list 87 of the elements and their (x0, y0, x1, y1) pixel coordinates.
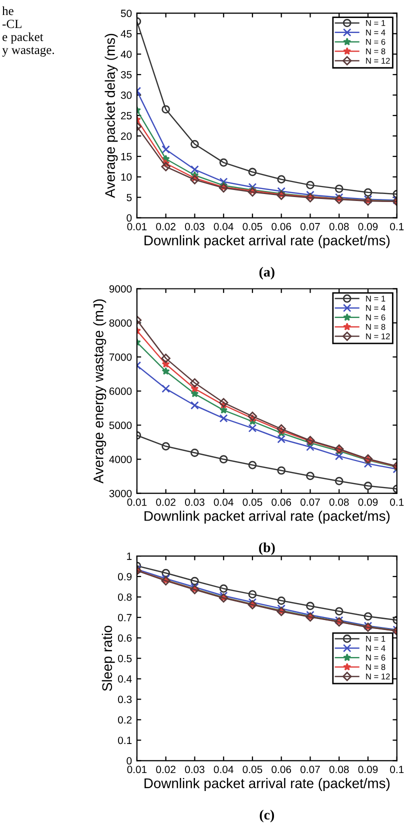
x-tick-label: 0.1 (390, 766, 404, 774)
legend-label: N = 8 (366, 48, 386, 54)
legend-label: N = 4 (366, 30, 386, 36)
y-tick-label: 45 (120, 30, 132, 38)
legend-label: N = 12 (366, 333, 390, 340)
y-tick-label: 20 (121, 132, 132, 140)
text: -CL (2, 20, 22, 28)
x-tick-label: 0.1 (390, 498, 404, 506)
x-tick-label: 0.03 (184, 222, 204, 230)
x-tick-label: 0.08 (329, 498, 349, 506)
legend-label: N = 6 (366, 654, 386, 661)
y-tick-label: 5000 (109, 422, 132, 430)
x-tick-label: 0.04 (214, 222, 234, 230)
x-tick-label: 0.07 (300, 766, 320, 774)
text: (a) (259, 266, 274, 280)
x-tick-label: 0.05 (242, 766, 262, 774)
legend-label: N = 1 (366, 20, 386, 26)
y-tick-label: 0 (126, 757, 132, 765)
legend-label: N = 4 (366, 645, 386, 652)
text: y wastage. (2, 46, 54, 57)
text: (c) (260, 810, 274, 822)
y-axis-title: Average packet delay (ms) (104, 34, 118, 198)
x-tick-label: 0.05 (242, 222, 262, 230)
x-axis-title: Downlink packet arrival rate (packet/ms) (144, 235, 390, 248)
x-tick-label: 0.04 (214, 766, 234, 774)
y-axis-title: Average energy wastage (mJ) (93, 299, 106, 484)
y-tick-label: 50 (120, 10, 132, 18)
x-tick-label: 0.06 (272, 222, 292, 230)
x-axis-title: Downlink packet arrival rate (packet/ms) (144, 778, 390, 791)
legend-label: N = 8 (366, 664, 386, 670)
x-tick-label: 0.09 (358, 222, 378, 230)
y-tick-label: 0.2 (118, 716, 132, 724)
y-tick-label: 0.5 (118, 654, 132, 662)
y-tick-label: 30 (120, 92, 132, 99)
x-tick-label: 0.07 (300, 498, 320, 506)
x-tick-label: 0.06 (272, 498, 292, 506)
y-axis-title: Sleep ratio (102, 626, 115, 691)
y-tick-label: 0.7 (118, 614, 132, 622)
legend-label: N = 12 (366, 58, 390, 64)
y-tick-label: 0.4 (118, 675, 132, 683)
legend-label: N = 4 (366, 305, 386, 311)
y-tick-label: 0.8 (118, 593, 132, 601)
y-tick-label: 4000 (109, 456, 132, 464)
y-tick-label: 9000 (109, 285, 132, 293)
x-tick-label: 0.09 (358, 766, 378, 774)
legend-label: N = 1 (366, 636, 386, 642)
y-tick-label: 0.6 (118, 634, 132, 642)
text: he (2, 6, 14, 16)
y-tick-label: 35 (120, 71, 132, 78)
x-axis-title: Downlink packet arrival rate (packet/ms) (144, 510, 390, 524)
legend-label: N = 1 (366, 296, 386, 302)
x-tick-label: 0.02 (156, 766, 176, 774)
x-tick-label: 0.1 (390, 222, 404, 230)
x-tick-label: 0.08 (329, 222, 349, 230)
y-tick-label: 25 (121, 112, 132, 120)
x-tick-label: 0.08 (329, 766, 349, 774)
legend-label: N = 6 (366, 38, 386, 45)
legend-label: N = 8 (366, 324, 386, 330)
y-tick-label: 10 (121, 173, 132, 181)
legend-label: N = 6 (366, 314, 386, 320)
legend-label: N = 12 (366, 674, 390, 680)
x-tick-label: 0.03 (184, 766, 204, 774)
x-tick-label: 0.04 (214, 498, 234, 506)
x-tick-label: 0.05 (242, 498, 262, 506)
y-tick-label: 8000 (109, 319, 132, 327)
y-tick-label: 0.1 (118, 736, 132, 744)
y-tick-label: 3000 (109, 490, 132, 498)
y-tick-label: 40 (120, 50, 132, 58)
x-tick-label: 0.01 (127, 766, 147, 774)
x-tick-label: 0.01 (127, 222, 147, 230)
x-tick-label: 0.03 (184, 498, 204, 506)
y-tick-label: 5 (126, 194, 132, 202)
text: e packet (2, 32, 44, 44)
x-tick-label: 0.02 (156, 498, 176, 506)
y-tick-label: 6000 (109, 388, 132, 395)
x-tick-label: 0.01 (127, 498, 147, 506)
y-tick-label: 15 (121, 153, 132, 160)
y-tick-label: 7000 (109, 353, 132, 361)
x-tick-label: 0.02 (156, 222, 176, 230)
y-tick-label: 0.9 (118, 573, 132, 580)
text: (b) (259, 542, 275, 556)
y-tick-label: 0 (126, 214, 132, 222)
x-tick-label: 0.07 (300, 222, 320, 230)
y-tick-label: 1 (127, 552, 132, 560)
y-tick-label: 0.3 (118, 696, 132, 704)
x-tick-label: 0.06 (272, 766, 292, 774)
x-tick-label: 0.09 (358, 498, 378, 506)
